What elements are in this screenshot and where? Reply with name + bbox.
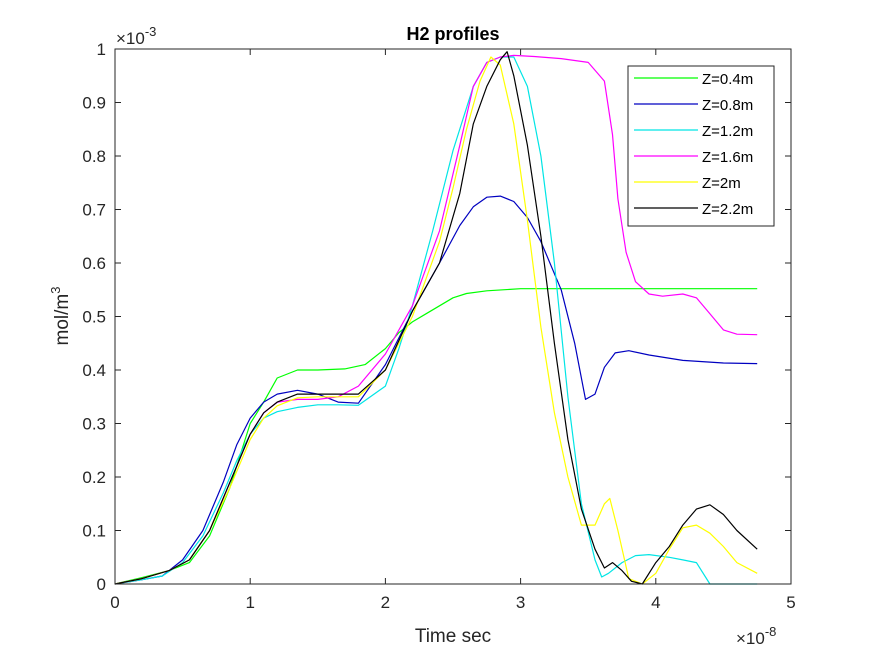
y-ticks: 0 0.1 0.2 0.3 0.4 0.5 0.6 0.7 0.8 0.9 1 (82, 40, 791, 594)
x-exponent-label: ×10-8 (736, 624, 776, 648)
legend-label: Z=0.4m (702, 71, 753, 88)
x-tick-label: 2 (381, 593, 390, 612)
legend-label: Z=0.8m (702, 97, 753, 114)
x-tick-label: 3 (516, 593, 525, 612)
x-exponent-power: -8 (765, 624, 777, 639)
y-tick-label: 0.5 (82, 308, 106, 327)
legend-label: Z=2m (702, 175, 741, 192)
y-tick-label: 0.2 (82, 468, 106, 487)
y-tick-label: 0.7 (82, 201, 106, 220)
series-line-z2.2m (114, 51, 758, 585)
y-tick-label: 0.4 (82, 361, 106, 380)
y-exponent-label: ×10-3 (116, 24, 156, 48)
legend-label: Z=2.2m (702, 201, 753, 218)
y-tick-label: 0.9 (82, 94, 106, 113)
series-layer (114, 51, 758, 585)
y-tick-label: 0.6 (82, 254, 106, 273)
legend-label: Z=1.6m (702, 149, 753, 166)
y-tick-label: 0.1 (82, 522, 106, 541)
y-exponent-power: -3 (145, 24, 157, 39)
y-axis-label-text: mol/m (52, 294, 73, 346)
y-tick-label: 1 (97, 40, 106, 59)
series-line-z2m (114, 56, 758, 585)
legend-box (627, 65, 775, 227)
x-tick-label: 5 (786, 593, 795, 612)
series-line-z0.4m (114, 288, 758, 585)
y-tick-label: 0.3 (82, 415, 106, 434)
y-tick-label: 0.8 (82, 147, 106, 166)
chart-title: H2 profiles (406, 24, 499, 44)
legend: Z=0.4m Z=0.8m Z=1.2m Z=1.6m Z=2m Z=2.2m (627, 65, 775, 227)
x-tick-label: 0 (110, 593, 119, 612)
legend-label: Z=1.2m (702, 123, 753, 140)
x-exponent-base: ×10 (736, 629, 765, 648)
x-axis-label: Time sec (415, 626, 491, 647)
series-line-z0.8m (114, 195, 758, 585)
x-tick-label: 1 (245, 593, 254, 612)
y-exponent-base: ×10 (116, 29, 145, 48)
x-ticks: 0 1 2 3 4 5 (110, 49, 796, 612)
y-tick-label: 0 (97, 575, 106, 594)
y-axis-label-superscript: 3 (48, 287, 63, 294)
x-tick-label: 4 (651, 593, 660, 612)
y-axis-label: mol/m3 (48, 287, 73, 346)
